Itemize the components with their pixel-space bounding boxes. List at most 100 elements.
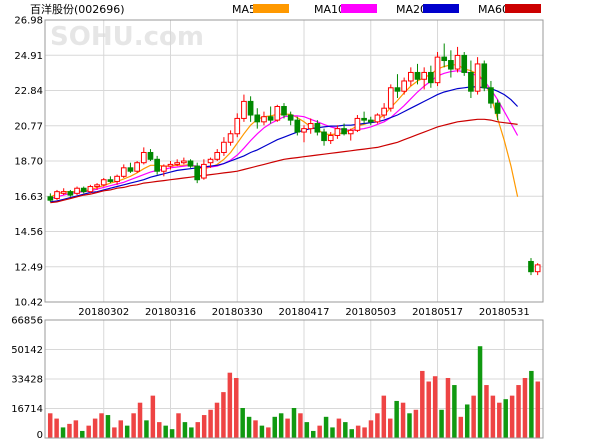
candle — [87, 184, 94, 194]
candle — [247, 96, 254, 122]
volume-bar — [497, 402, 502, 438]
volume-bar — [432, 376, 438, 438]
candle — [321, 128, 327, 146]
candle-body — [140, 151, 147, 164]
price-x-tick: 20180503 — [345, 307, 396, 318]
candle — [354, 115, 361, 133]
candle-body — [100, 179, 107, 186]
candle-body — [281, 106, 287, 116]
legend-swatch-ma10 — [341, 4, 377, 13]
volume-bar — [67, 423, 72, 438]
candle-body — [401, 80, 407, 92]
candle-body — [80, 187, 87, 193]
volume-bar — [157, 422, 162, 438]
price-x-tick: 20180316 — [145, 307, 196, 318]
candle-body — [254, 114, 261, 123]
candle — [234, 113, 241, 138]
candle-body — [307, 123, 314, 130]
volume-y-axis: 66856 50142 33428 16714 0 — [11, 316, 43, 440]
candle-body — [114, 175, 120, 182]
candle — [294, 116, 301, 136]
volume-bar — [426, 381, 431, 438]
candle-body — [434, 56, 441, 84]
candle — [528, 258, 534, 276]
volume-bar — [471, 395, 476, 438]
candle — [207, 157, 214, 168]
volume-bar — [131, 413, 136, 438]
volume-bar — [60, 427, 66, 438]
volume-bar — [105, 415, 111, 438]
volume-bar — [163, 425, 168, 438]
candle-body — [454, 54, 461, 70]
volume-bar — [272, 416, 277, 438]
candle-body — [207, 158, 214, 164]
volume-bar — [144, 420, 149, 438]
chart-title: 百洋股份(002696) — [30, 2, 125, 16]
volume-bar — [304, 422, 310, 438]
volume-bar — [330, 427, 335, 438]
line-ma20 — [50, 86, 519, 203]
candle-body — [181, 160, 187, 164]
candle-body — [534, 264, 541, 273]
candle-body — [494, 102, 501, 114]
volume-bar — [278, 413, 284, 438]
candle-body — [120, 167, 127, 177]
candle — [74, 186, 80, 196]
candle — [127, 162, 134, 173]
candle — [287, 111, 294, 126]
candle-body — [261, 116, 267, 123]
candle-body — [87, 186, 94, 193]
candle — [307, 118, 314, 134]
legend-label-ma20: MA20 — [396, 3, 427, 16]
volume-bar — [503, 399, 508, 438]
candle-body — [54, 191, 60, 199]
candle — [401, 77, 407, 95]
candle — [194, 162, 201, 184]
candle — [374, 113, 381, 124]
candle-body — [287, 114, 294, 121]
volume-y-tick: 0 — [37, 430, 43, 440]
candle — [221, 137, 227, 156]
candle-body — [387, 87, 394, 109]
candle-body — [267, 116, 274, 121]
candle-body — [394, 87, 401, 92]
candle-body — [347, 129, 354, 135]
candle-body — [321, 131, 327, 142]
candle-body — [154, 158, 160, 172]
candle — [154, 155, 160, 175]
volume-bar — [343, 422, 348, 438]
candle-body — [448, 60, 454, 70]
volume-y-tick: 16714 — [11, 404, 43, 415]
volume-bar — [445, 377, 451, 438]
legend-label-ma60: MA60 — [478, 3, 509, 16]
volume-bar — [509, 395, 515, 438]
candle — [454, 46, 461, 73]
candle-body — [60, 191, 67, 194]
volume-bar — [381, 395, 387, 438]
volume-y-tick: 66856 — [11, 316, 43, 327]
volume-bar — [54, 418, 59, 438]
candle-body — [107, 179, 114, 182]
candle-body — [488, 87, 494, 104]
volume-y-tick: 33428 — [11, 375, 43, 386]
price-y-tick: 26.98 — [14, 16, 43, 27]
candle-body — [160, 165, 167, 172]
price-y-tick: 10.42 — [14, 298, 43, 309]
candle-body — [127, 167, 134, 172]
candle — [414, 63, 421, 85]
volume-bar — [227, 372, 233, 438]
price-y-tick: 16.63 — [14, 192, 43, 203]
volume-bar — [298, 413, 303, 438]
candle-body — [67, 191, 74, 196]
candle — [314, 120, 321, 136]
candle — [387, 84, 394, 112]
candle-body — [461, 54, 468, 73]
candle-body — [227, 133, 234, 143]
price-grid — [45, 19, 543, 303]
volume-panel-frame — [44, 319, 544, 439]
price-y-tick: 20.77 — [14, 121, 43, 132]
volume-bar — [439, 409, 444, 438]
candle — [100, 178, 107, 187]
candle — [361, 111, 367, 124]
candle — [147, 149, 154, 161]
